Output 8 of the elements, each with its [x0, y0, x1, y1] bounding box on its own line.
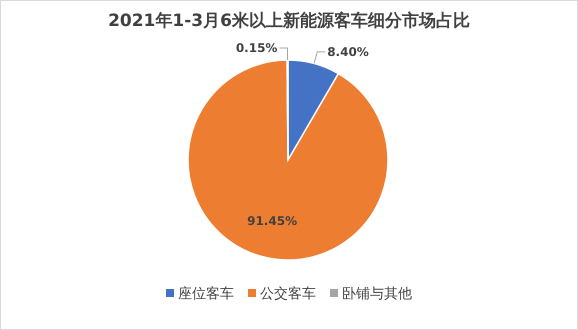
data-label: 91.45% — [247, 214, 298, 228]
data-label: 0.15% — [236, 41, 278, 55]
pie-slice — [187, 59, 389, 261]
data-label: 8.40% — [327, 44, 369, 59]
chart-title: 2021年1-3月6米以上新能源客车细分市场占比 — [108, 11, 470, 31]
legend-label: 卧铺与其他 — [342, 286, 412, 302]
legend-label: 座位客车 — [178, 286, 234, 302]
legend-label: 公交客车 — [260, 286, 316, 302]
